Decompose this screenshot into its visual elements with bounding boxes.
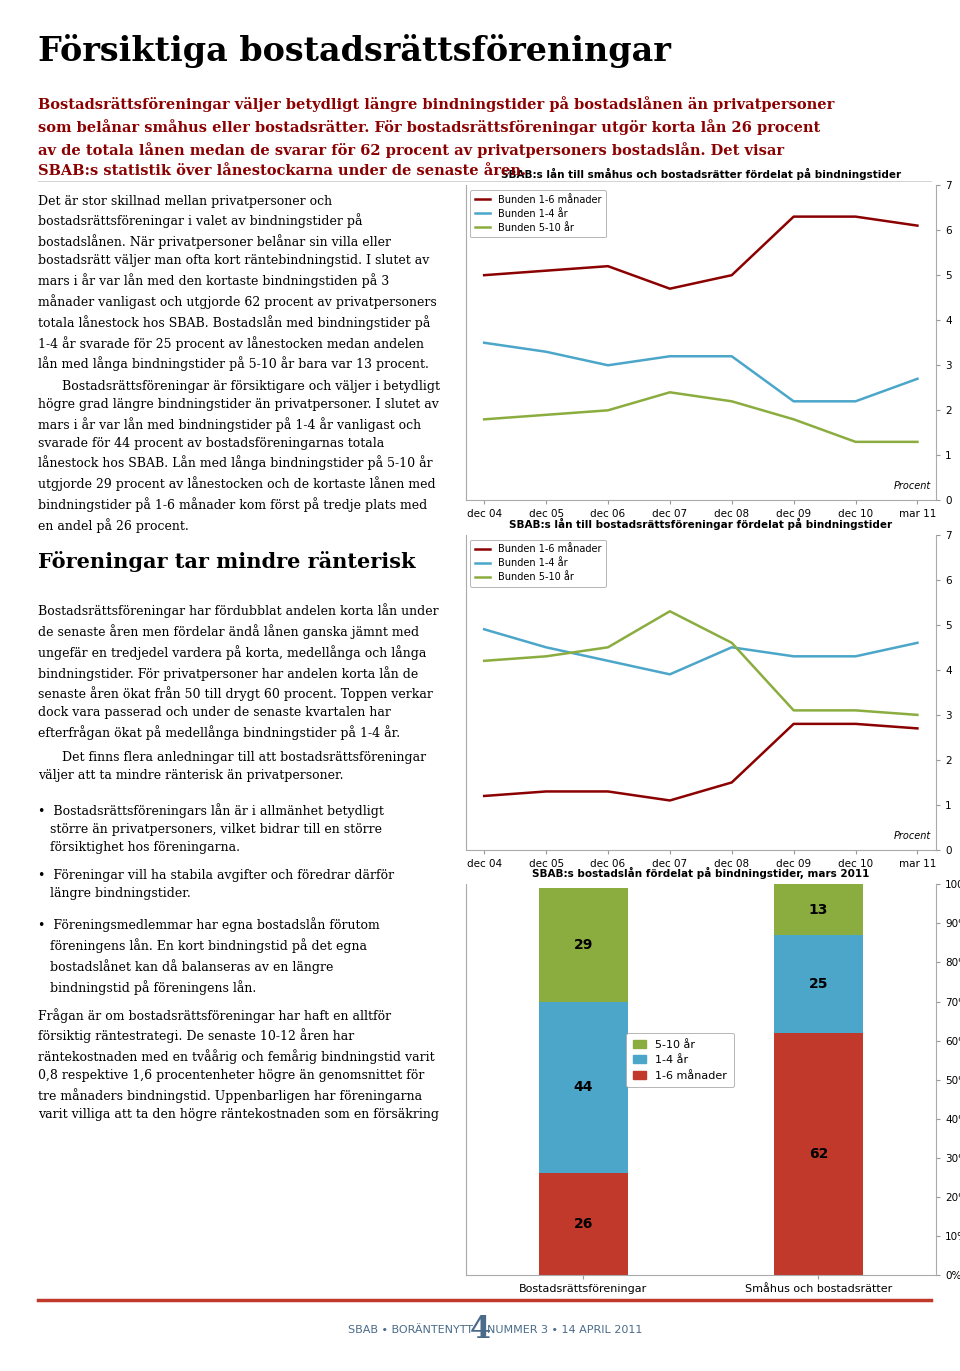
Text: Bostadsrättsföreningar är försiktigare och väljer i betydligt
högre grad längre : Bostadsrättsföreningar är försiktigare o… <box>38 380 441 533</box>
Text: Det är stor skillnad mellan privatpersoner och
bostadsrättsföreningar i valet av: Det är stor skillnad mellan privatperson… <box>38 195 437 372</box>
Text: Det finns flera anledningar till att bostadsrättsföreningar
väljer att ta mindre: Det finns flera anledningar till att bos… <box>38 751 426 783</box>
Bar <box>774 1032 863 1275</box>
Text: Bostadsrättsföreningar väljer betydligt längre bindningstider på bostadslånen än: Bostadsrättsföreningar väljer betydligt … <box>38 96 835 178</box>
Text: SBAB • BORÄNTENYTT: SBAB • BORÄNTENYTT <box>348 1324 480 1335</box>
Text: •  Föreningsmedlemmar har egna bostadslån förutom
   föreningens lån. En kort bi: • Föreningsmedlemmar har egna bostadslån… <box>38 917 380 994</box>
Text: 13: 13 <box>808 902 828 917</box>
Text: NUMMER 3 • 14 APRIL 2011: NUMMER 3 • 14 APRIL 2011 <box>480 1324 642 1335</box>
Text: Frågan är om bostadsrättsföreningar har haft en alltför
försiktig räntestrategi.: Frågan är om bostadsrättsföreningar har … <box>38 1008 440 1121</box>
Legend: Bunden 1-6 månader, Bunden 1-4 år, Bunden 5-10 år: Bunden 1-6 månader, Bunden 1-4 år, Bunde… <box>470 540 606 587</box>
Text: Procent: Procent <box>894 831 931 840</box>
Text: 4: 4 <box>469 1315 491 1345</box>
Text: Procent: Procent <box>894 481 931 491</box>
Bar <box>774 935 863 1032</box>
Legend: Bunden 1-6 månader, Bunden 1-4 år, Bunden 5-10 år: Bunden 1-6 månader, Bunden 1-4 år, Bunde… <box>470 191 606 237</box>
Bar <box>539 888 628 1001</box>
Text: Bostadsrättsföreningar har fördubblat andelen korta lån under
de senaste åren me: Bostadsrättsföreningar har fördubblat an… <box>38 603 439 740</box>
Text: 29: 29 <box>573 938 593 951</box>
Text: •  Föreningar vill ha stabila avgifter och föredrar därför
   längre bindningsti: • Föreningar vill ha stabila avgifter oc… <box>38 869 395 901</box>
Text: Försiktiga bostadsrättsföreningar: Försiktiga bostadsrättsföreningar <box>38 34 671 69</box>
Text: 62: 62 <box>808 1148 828 1161</box>
Text: 25: 25 <box>808 978 828 991</box>
Bar <box>539 1001 628 1174</box>
Text: 44: 44 <box>573 1080 593 1094</box>
Legend: 5-10 år, 1-4 år, 1-6 månader: 5-10 år, 1-4 år, 1-6 månader <box>626 1032 733 1087</box>
Title: SBAB:s bostadslån fördelat på bindningstider, mars 2011: SBAB:s bostadslån fördelat på bindningst… <box>532 868 870 879</box>
Bar <box>774 884 863 935</box>
Text: 26: 26 <box>573 1217 593 1231</box>
Title: SBAB:s lån till bostadsrättsföreningar fördelat på bindningstider: SBAB:s lån till bostadsrättsföreningar f… <box>509 518 893 529</box>
Text: Föreningar tar mindre ränterisk: Föreningar tar mindre ränterisk <box>38 551 416 572</box>
Text: •  Bostadsrättsföreningars lån är i allmänhet betydligt
   större än privatperso: • Bostadsrättsföreningars lån är i allmä… <box>38 803 384 854</box>
Title: SBAB:s lån till småhus och bostadsrätter fördelat på bindningstider: SBAB:s lån till småhus och bostadsrätter… <box>501 169 900 180</box>
Bar <box>539 1174 628 1275</box>
